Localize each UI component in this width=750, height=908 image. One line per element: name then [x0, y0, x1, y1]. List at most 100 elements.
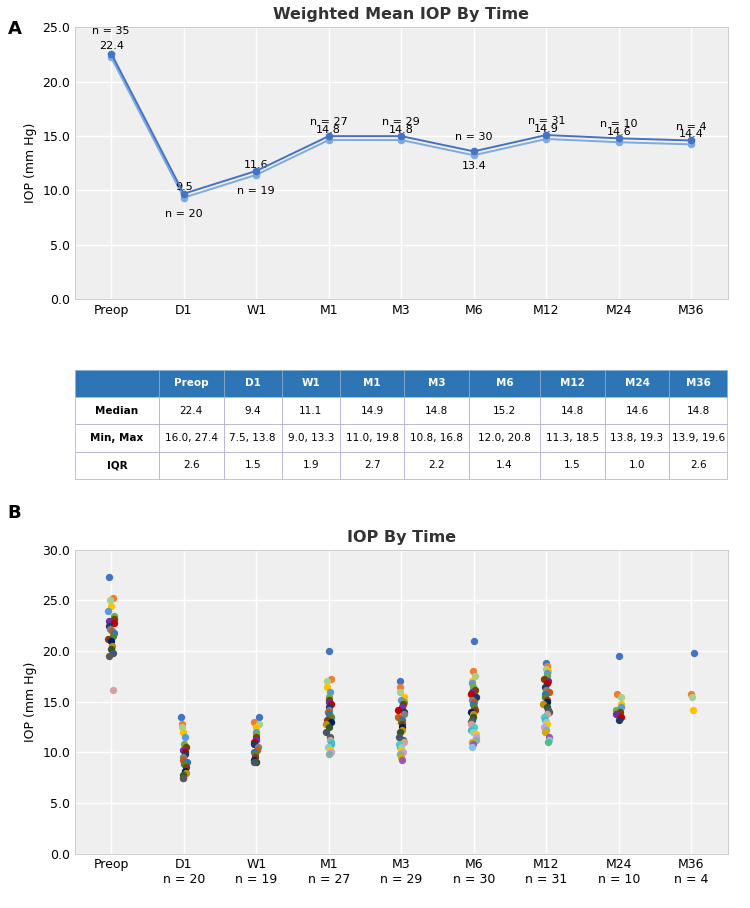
Point	[688, 646, 700, 660]
Point	[178, 730, 190, 745]
Point	[394, 679, 406, 694]
Point	[323, 733, 335, 747]
Text: n = 30: n = 30	[455, 133, 493, 143]
Point	[541, 695, 553, 709]
Point	[538, 696, 550, 711]
Point	[325, 710, 337, 725]
Point	[105, 634, 117, 648]
Point	[470, 689, 482, 704]
Point	[324, 743, 336, 757]
Point	[102, 632, 114, 646]
Point	[541, 716, 553, 731]
Point	[325, 735, 337, 749]
Point	[106, 646, 118, 660]
Point	[466, 713, 478, 727]
Point	[248, 755, 259, 770]
Point	[176, 716, 188, 731]
Point	[541, 699, 553, 714]
Point	[541, 659, 553, 674]
Point	[253, 716, 265, 731]
Point	[394, 693, 406, 707]
Text: B: B	[8, 504, 21, 522]
Point	[250, 755, 262, 770]
Point	[469, 699, 481, 714]
Text: 14.6: 14.6	[606, 127, 631, 137]
Point	[398, 745, 410, 760]
Point	[108, 616, 120, 630]
Point	[393, 730, 405, 745]
Point	[542, 664, 554, 678]
Point	[106, 638, 118, 653]
Point	[104, 570, 116, 585]
Point	[610, 686, 622, 701]
Point	[326, 715, 338, 729]
Point	[249, 747, 261, 762]
Point	[615, 689, 627, 704]
Point	[107, 628, 119, 643]
Point	[398, 705, 410, 719]
Point	[251, 755, 262, 770]
Point	[177, 750, 189, 765]
Point	[685, 686, 697, 701]
Point	[392, 710, 404, 725]
Point	[542, 703, 554, 717]
Point	[466, 676, 478, 691]
Y-axis label: IOP (mm Hg): IOP (mm Hg)	[24, 123, 37, 203]
Text: n = 19: n = 19	[238, 186, 275, 196]
Point	[613, 649, 625, 664]
Text: n = 4: n = 4	[676, 122, 706, 132]
Point	[468, 720, 480, 735]
Point	[324, 730, 336, 745]
Point	[396, 723, 408, 737]
Point	[614, 705, 626, 719]
Point	[326, 737, 338, 752]
Point	[539, 725, 551, 739]
Point	[398, 695, 410, 709]
Point	[470, 682, 482, 696]
Point	[615, 699, 627, 714]
Point	[465, 715, 477, 729]
Point	[104, 649, 116, 664]
Point	[104, 618, 116, 633]
Point	[326, 745, 338, 760]
Point	[179, 740, 191, 755]
Point	[396, 716, 408, 731]
Text: 13.4: 13.4	[461, 161, 486, 171]
Text: n = 10: n = 10	[600, 119, 638, 130]
Point	[179, 745, 191, 760]
Point	[614, 713, 626, 727]
Point	[248, 715, 260, 729]
Point	[466, 735, 478, 749]
Point	[540, 715, 552, 729]
Point	[325, 696, 337, 711]
Point	[107, 611, 119, 626]
Point	[394, 674, 406, 688]
Point	[250, 725, 262, 739]
Point	[398, 689, 410, 704]
Point	[181, 755, 193, 770]
Point	[322, 705, 334, 719]
Point	[398, 706, 410, 721]
Point	[177, 767, 189, 782]
Point	[177, 770, 189, 785]
Point	[325, 672, 337, 686]
Point	[538, 720, 550, 735]
Point	[250, 720, 262, 735]
Point	[468, 695, 480, 709]
Point	[543, 685, 555, 699]
Point	[465, 723, 477, 737]
Point	[542, 669, 554, 684]
Point	[322, 689, 334, 704]
Point	[248, 745, 259, 760]
Point	[396, 720, 408, 735]
Point	[466, 693, 478, 707]
Point	[251, 740, 263, 755]
Text: A: A	[8, 20, 21, 38]
Point	[394, 740, 406, 755]
Point	[180, 765, 192, 780]
Point	[541, 676, 553, 691]
Point	[466, 686, 478, 701]
Point	[541, 666, 553, 681]
Point	[323, 720, 335, 735]
Point	[467, 706, 479, 721]
